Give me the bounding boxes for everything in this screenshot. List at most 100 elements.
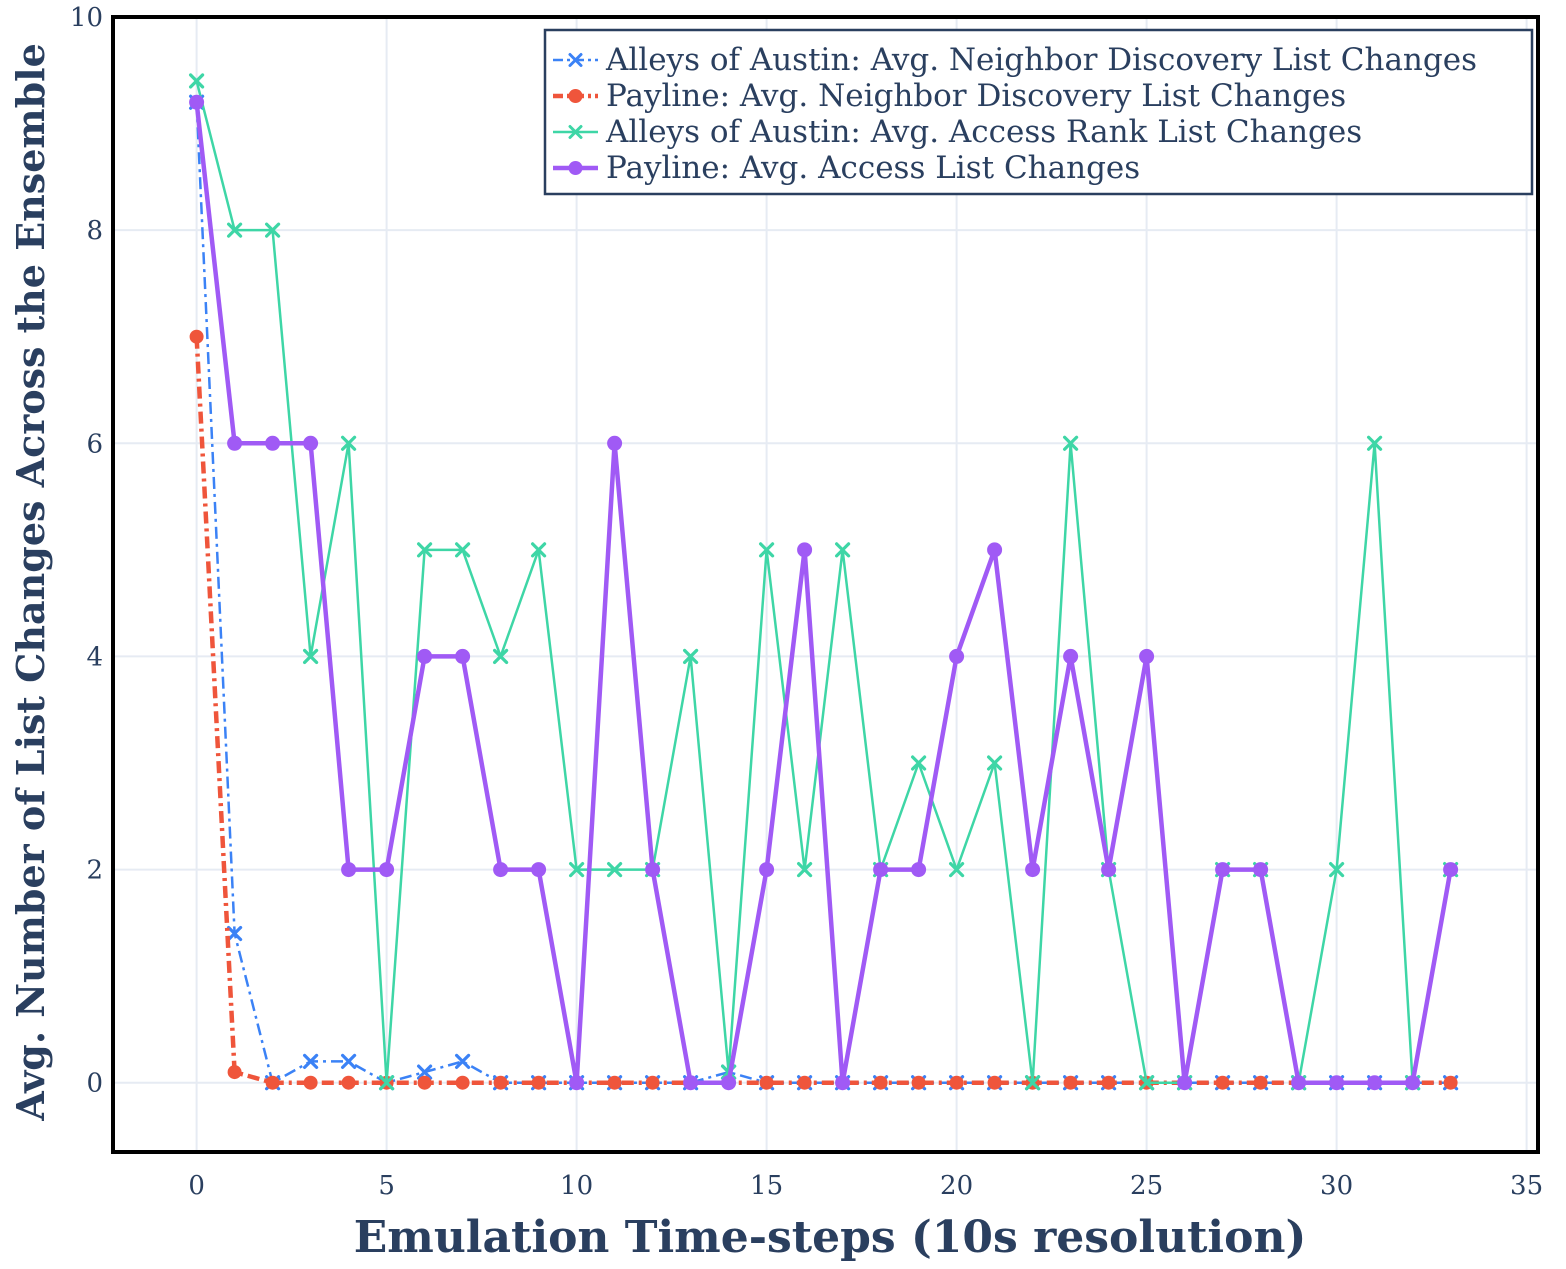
legend: Alleys of Austin: Avg. Neighbor Discover… [543,28,1534,196]
data-point [797,861,813,878]
x-tick-label: 5 [378,1171,395,1201]
legend-item: Alleys of Austin: Avg. Neighbor Discover… [553,42,1477,78]
data-point [949,861,965,878]
y-tick-label: 8 [86,216,103,246]
data-point [607,861,623,878]
data-point [379,862,395,878]
data-point [1443,862,1459,878]
data-point [1443,1075,1458,1090]
data-point [455,1075,470,1090]
data-point [265,435,281,451]
y-tick-label: 6 [86,429,103,459]
data-point [873,862,889,878]
data-point [1367,1075,1383,1091]
legend-label: Payline: Avg. Access List Changes [606,150,1140,186]
data-point [531,542,547,558]
y-tick-label: 0 [86,1069,103,1099]
data-point [531,1075,546,1090]
data-point [417,542,433,558]
data-point [1177,1075,1193,1091]
legend-marker [568,53,583,67]
data-point [227,925,243,942]
data-point [645,862,661,878]
series-group [189,94,1459,1091]
data-point [1215,1075,1230,1090]
x-axis-title: Emulation Time-steps (10s resolution) [354,1212,1307,1263]
data-point [189,329,204,344]
data-point [1139,648,1155,664]
data-point [873,1075,888,1090]
data-point [1139,1075,1155,1091]
data-point [721,1075,737,1091]
legend-label: Payline: Avg. Neighbor Discovery List Ch… [606,78,1346,114]
data-point [911,755,927,771]
data-point [797,542,813,558]
data-point [531,862,547,878]
x-tick-label: 0 [188,1171,205,1201]
data-point [1291,1075,1307,1091]
data-point [1063,1075,1078,1090]
y-tick-label: 10 [70,3,103,33]
legend-item: Payline: Avg. Neighbor Discovery List Ch… [553,78,1346,114]
data-point [341,435,357,451]
legend-marker [568,161,583,175]
legend-label: Alleys of Austin: Avg. Neighbor Discover… [605,42,1477,78]
data-point [683,648,699,665]
x-tick-label: 35 [1510,1171,1543,1201]
data-point [949,648,965,664]
data-point [759,1075,774,1090]
data-point [1215,862,1231,878]
data-point [455,648,471,664]
data-point [303,648,319,665]
data-point [417,648,433,664]
data-point [1063,648,1079,664]
series-line [194,336,1451,1085]
data-point [417,1075,432,1090]
x-tick-label: 30 [1320,1171,1353,1201]
data-point [265,222,281,238]
data-point [835,1075,851,1091]
data-point [227,435,243,451]
data-point [911,862,927,878]
data-point [189,73,205,89]
data-point [569,861,585,878]
data-point [1405,1075,1421,1091]
plot-background [113,17,1538,1152]
tick-labels: 0 5 10 15 20 25 30 35 0 2 4 6 8 10 [70,3,1543,1201]
data-point [1101,1075,1116,1090]
data-point [303,1075,318,1090]
data-point [341,1053,357,1070]
data-point [1367,435,1383,451]
legend-box [543,28,1534,196]
data-point [569,1075,585,1091]
data-point [455,1053,471,1070]
data-point [455,542,471,558]
data-point [303,1053,319,1070]
data-point [189,94,205,110]
data-point [987,1075,1002,1090]
data-point [797,1075,812,1090]
data-point [1329,1075,1345,1091]
legend-label: Alleys of Austin: Avg. Access Rank List … [605,114,1362,150]
data-point [911,1075,926,1090]
data-point [987,755,1003,771]
data-point [1101,862,1117,878]
data-point [1253,862,1269,878]
data-point [227,222,243,238]
data-point [493,1075,508,1090]
data-point [341,862,357,878]
data-point [1253,1075,1268,1090]
legend-marker [568,89,583,103]
y-tick-label: 4 [86,642,103,672]
data-point [341,1075,356,1090]
series-line [194,102,1453,1085]
data-point [265,1075,280,1090]
data-point [987,542,1003,558]
data-point [227,1065,242,1080]
x-tick-label: 15 [750,1171,783,1201]
data-point [1063,435,1079,451]
plot-frame [111,15,1540,1154]
data-point [303,435,319,451]
